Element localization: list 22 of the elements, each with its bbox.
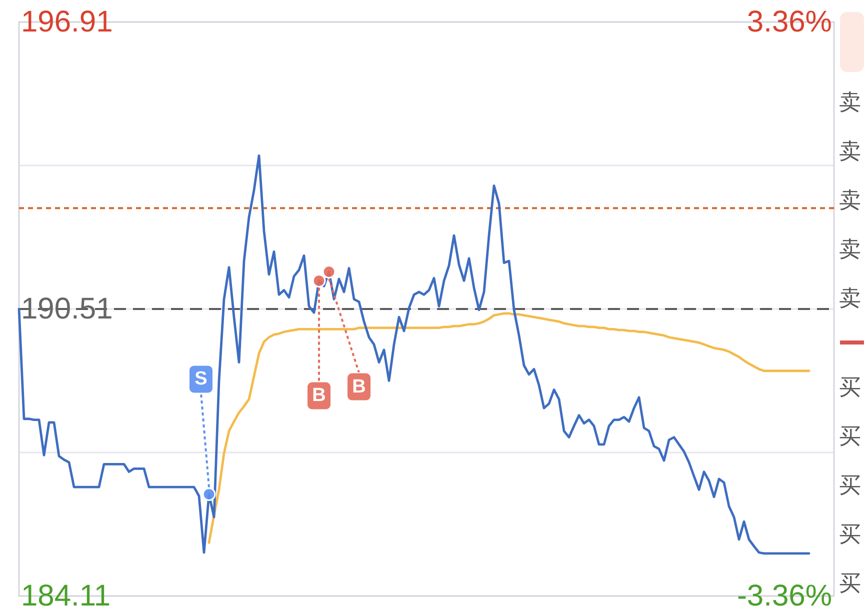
text: 卖 (839, 138, 861, 164)
point (322, 265, 336, 279)
text: 买 (839, 374, 861, 400)
text: 卖 (839, 90, 861, 114)
text: B (312, 385, 326, 406)
point (312, 274, 326, 288)
line-series (18, 154, 810, 555)
text: S (194, 368, 208, 390)
text: 卖 (839, 188, 861, 212)
text: 卖 (839, 236, 861, 262)
y2-tick-label: 3.36% (746, 6, 832, 38)
text: 买 (839, 522, 861, 546)
text: 买 (839, 424, 861, 448)
y2-tick-label: -3.36% (736, 580, 832, 612)
y-tick-label: 184.11 (21, 580, 111, 612)
line-series (208, 312, 810, 544)
text: 买 (839, 472, 861, 498)
y-tick-label: 196.91 (21, 6, 113, 38)
text: 卖 (839, 286, 861, 310)
point (202, 487, 216, 501)
legend-label: B (352, 376, 366, 398)
text: 买 (839, 570, 861, 596)
